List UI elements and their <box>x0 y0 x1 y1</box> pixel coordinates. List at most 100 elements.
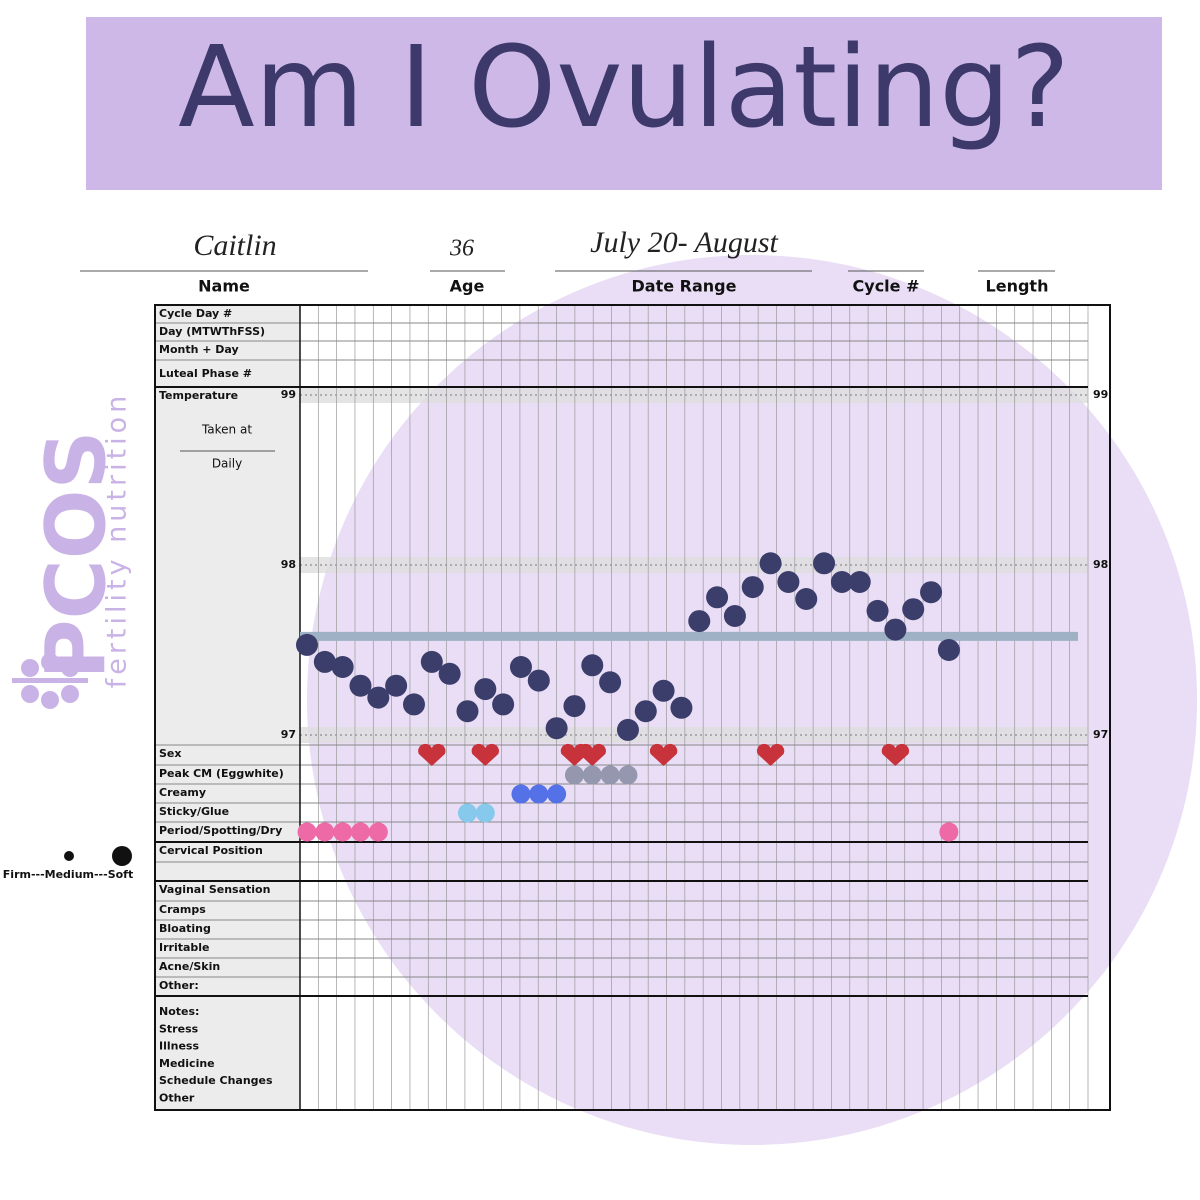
temperature-dot <box>759 552 782 575</box>
symptom-dot <box>297 822 317 842</box>
name-value: Caitlin <box>193 229 276 262</box>
symptom-dot <box>333 822 353 842</box>
heart-marker <box>578 743 606 766</box>
row-label: Cervical Position <box>159 844 263 857</box>
temperature-dot <box>616 718 639 741</box>
row-label: Irritable <box>159 941 210 954</box>
label-column <box>155 305 300 1110</box>
notes-label: Other <box>159 1092 195 1105</box>
row-label: Acne/Skin <box>159 960 220 973</box>
brand-icon <box>12 653 88 709</box>
banner <box>86 17 1162 190</box>
temperature-dot <box>367 686 390 709</box>
age-label: Age <box>450 277 485 296</box>
row-label: Cycle Day # <box>159 307 232 320</box>
notes-label: Notes: <box>159 1005 199 1018</box>
notes-label: Medicine <box>159 1057 215 1070</box>
notes-label: Illness <box>159 1040 199 1053</box>
temperature-dot <box>741 576 764 599</box>
title: Am I Ovulating? <box>178 23 1070 153</box>
temperature-dot <box>652 679 675 702</box>
symptom-dot <box>529 784 549 804</box>
notes-label: Schedule Changes <box>159 1074 273 1087</box>
table-border <box>154 304 1111 1111</box>
temperature-dot <box>937 639 960 661</box>
row-label: Temperature <box>159 389 238 402</box>
date-range-value: July 20- August <box>590 226 778 259</box>
symptom-dot <box>368 822 388 842</box>
y-tick-label: 97 <box>1093 728 1108 741</box>
heart-marker <box>649 743 678 766</box>
date-range-label: Date Range <box>632 277 737 296</box>
temperature-dot <box>563 695 586 718</box>
name-label: Name <box>198 277 250 296</box>
row-label: Vaginal Sensation <box>159 883 270 896</box>
y-tick-label: 99 <box>1093 388 1108 401</box>
symptom-dot <box>475 803 495 823</box>
y-tick-label: 98 <box>1093 558 1108 571</box>
row-label: Luteal Phase # <box>159 367 252 380</box>
row-label: Peak CM (Eggwhite) <box>159 767 284 780</box>
temperature-dot <box>349 674 372 697</box>
temperature-dot <box>296 633 318 656</box>
temperature-dot <box>545 717 568 740</box>
brand-tagline: fertility nutrition <box>102 392 133 689</box>
temperature-dot <box>527 669 550 692</box>
temperature-dot <box>581 654 604 677</box>
temperature-dot <box>920 581 943 604</box>
row-label: Cramps <box>159 903 206 916</box>
temperature-dot <box>509 656 532 678</box>
row-label: Month + Day <box>159 343 239 356</box>
y-tick-label: 98 <box>281 558 296 571</box>
legend-dot-small <box>64 851 74 861</box>
watermark <box>307 255 1197 1145</box>
temperature-dot <box>902 598 925 621</box>
row-label: Other: <box>159 979 199 992</box>
symptom-dot <box>457 803 477 823</box>
heart-marker <box>418 743 446 766</box>
heart-marker <box>881 743 910 766</box>
temperature-dot <box>474 678 497 701</box>
temperature-dot <box>313 650 336 673</box>
heart-marker <box>756 743 785 766</box>
row-label: Creamy <box>159 786 206 799</box>
temperature-dot <box>670 696 693 719</box>
temperature-dot <box>385 674 408 697</box>
y-tick-label: 99 <box>281 388 296 401</box>
taken-at: Taken at <box>201 423 252 437</box>
temperature-dot <box>813 552 836 575</box>
symptom-dot <box>315 822 335 842</box>
notes-label: Stress <box>159 1022 199 1035</box>
temperature-dot <box>723 605 746 627</box>
temperature-dot <box>884 618 907 641</box>
symptom-dot <box>564 765 584 785</box>
temperature-dot <box>777 571 800 593</box>
row-label: Day (MTWThFSS) <box>159 325 265 338</box>
age-value: 36 <box>449 236 474 262</box>
cycle-label: Cycle # <box>853 277 920 296</box>
temperature-dot <box>492 693 515 716</box>
symptom-dot <box>350 822 370 842</box>
symptom-dot <box>511 784 531 804</box>
temperature-dot <box>706 586 729 609</box>
symptom-dot <box>582 765 602 785</box>
symptom-dot <box>939 822 959 842</box>
length-label: Length <box>986 277 1049 296</box>
temperature-dot <box>438 662 461 685</box>
row-label: Period/Spotting/Dry <box>159 824 282 837</box>
row-label: Sticky/Glue <box>159 805 229 818</box>
brand-name: PCOS <box>29 430 124 679</box>
daily: Daily <box>212 457 242 471</box>
temperature-dot <box>634 700 657 723</box>
temperature-dot <box>599 671 622 694</box>
temperature-dot <box>866 599 889 622</box>
temperature-dot <box>848 571 871 593</box>
temperature-dot <box>795 588 818 610</box>
temperature-dot <box>402 693 425 716</box>
temperature-dot <box>420 650 443 673</box>
symptom-dot <box>600 765 620 785</box>
y-tick-label: 97 <box>281 728 296 741</box>
temperature-dot <box>830 571 853 593</box>
temperature-dot <box>331 656 354 678</box>
